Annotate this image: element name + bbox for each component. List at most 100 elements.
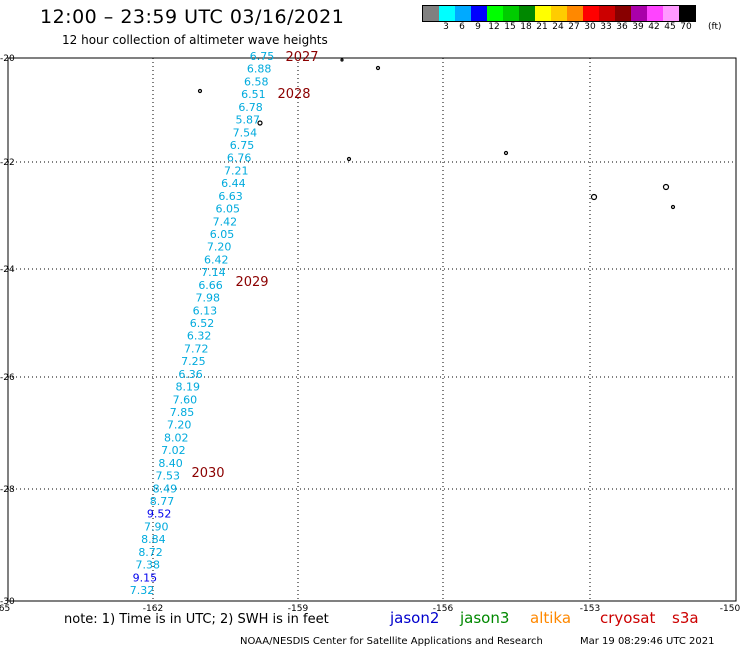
swh-value-label: 6.05: [210, 228, 235, 241]
legend-jason2: jason2: [390, 609, 440, 627]
swh-value-label: 7.14: [201, 266, 226, 279]
legend-jason3: jason3: [460, 609, 510, 627]
swh-value-label: 6.05: [215, 203, 240, 216]
legend-altika: altika: [530, 609, 572, 627]
color-legend-bar: [422, 5, 696, 22]
legend-swatch: [439, 6, 455, 21]
island-marker: [670, 204, 676, 210]
legend-label: 3: [443, 22, 449, 32]
swh-value-label: 7.90: [144, 520, 169, 533]
time-label: 2027: [285, 50, 318, 65]
swh-value-label: 6.52: [190, 317, 215, 330]
lat-tick-label: -20: [0, 54, 15, 64]
legend-label: 45: [664, 22, 676, 32]
swh-value-label: 6.75: [230, 139, 255, 152]
swh-value-label: 7.60: [173, 393, 198, 406]
map-frame: [7, 57, 737, 602]
legend-label: 18: [520, 22, 532, 32]
lon-tick-label: -159: [288, 604, 309, 614]
swh-value-label: 7.85: [170, 406, 195, 419]
swh-value-label: 6.78: [238, 101, 263, 114]
island-marker: [257, 120, 263, 126]
swh-value-label: 7.54: [233, 126, 258, 139]
swh-value-label: 8.40: [158, 457, 183, 470]
swh-value-label: 8.72: [138, 546, 163, 559]
swh-value-label: 6.75: [250, 50, 275, 63]
legend-swatch: [551, 6, 567, 21]
island-marker: [662, 183, 670, 191]
legend-swatch: [615, 6, 631, 21]
lon-tick-label: -150: [720, 604, 740, 614]
island-marker: [503, 150, 509, 156]
legend-swatch: [519, 6, 535, 21]
lat-tick-label: -24: [0, 265, 15, 275]
island-marker: [375, 65, 381, 71]
swh-value-label: 8.02: [164, 431, 189, 444]
legend-swatch: [535, 6, 551, 21]
lon-tick-label: -162: [143, 604, 163, 614]
map-subtitle: 12 hour collection of altimeter wave hei…: [62, 33, 328, 47]
credit-text: NOAA/NESDIS Center for Satellite Applica…: [240, 636, 543, 647]
legend-label: 9: [475, 22, 481, 32]
swh-value-label: 7.38: [135, 559, 160, 572]
legend-swatch: [503, 6, 519, 21]
lon-tick-label: -165: [0, 604, 10, 614]
lon-tick-label: -153: [580, 604, 600, 614]
legend-label: 36: [616, 22, 628, 32]
note-text: note: 1) Time is in UTC; 2) SWH is in fe…: [64, 612, 329, 627]
legend-label: 33: [600, 22, 612, 32]
swh-value-label: 6.13: [193, 304, 218, 317]
legend-label: 6: [459, 22, 465, 32]
swh-value-label: 7.20: [167, 419, 192, 432]
swh-value-label: 7.25: [181, 355, 206, 368]
timestamp-text: Mar 19 08:29:46 UTC 2021: [580, 636, 715, 647]
lat-tick-label: -30: [0, 597, 15, 607]
map-title: 12:00 – 23:59 UTC 03/16/2021: [40, 6, 345, 28]
swh-value-label: 6.76: [227, 152, 252, 165]
swh-value-label: 5.87: [235, 114, 260, 127]
time-label: 2028: [277, 87, 310, 102]
swh-value-label: 8.19: [175, 381, 200, 394]
island-marker: [197, 88, 203, 94]
legend-swatch: [567, 6, 583, 21]
swh-value-label: 9.15: [133, 571, 158, 584]
legend-swatch: [679, 6, 695, 21]
legend-label: 27: [568, 22, 580, 32]
swh-value-label: 7.42: [213, 215, 238, 228]
legend-swatch: [631, 6, 647, 21]
swh-value-label: 6.36: [178, 368, 203, 381]
legend-swatch: [647, 6, 663, 21]
lat-tick-label: -28: [0, 485, 15, 495]
swh-value-label: 9.52: [147, 508, 172, 521]
legend-label: 15: [504, 22, 516, 32]
swh-value-label: 6.58: [244, 75, 269, 88]
legend-label: 12: [488, 22, 500, 32]
legend-label: 42: [648, 22, 660, 32]
swh-value-label: 6.44: [221, 177, 246, 190]
legend-unit: (ft): [708, 22, 722, 32]
legend-swatch: [599, 6, 615, 21]
time-label: 2029: [235, 275, 268, 290]
swh-value-label: 7.21: [224, 164, 249, 177]
lon-tick-label: -156: [433, 604, 454, 614]
time-label: 2030: [191, 466, 224, 481]
swh-value-label: 6.51: [241, 88, 266, 101]
legend-label: 39: [632, 22, 644, 32]
island-marker: [590, 193, 598, 201]
swh-value-label: 7.72: [184, 342, 209, 355]
legend-s3a: s3a: [672, 609, 699, 627]
swh-value-label: 6.42: [204, 253, 229, 266]
island-marker: [340, 58, 344, 62]
lat-tick-label: -26: [0, 373, 15, 383]
swh-value-label: 8.77: [150, 495, 175, 508]
swh-value-label: 7.20: [207, 241, 232, 254]
legend-label: 24: [552, 22, 564, 32]
swh-value-label: 6.66: [198, 279, 223, 292]
swh-value-label: 6.88: [247, 63, 272, 76]
swh-value-label: 6.63: [218, 190, 243, 203]
swh-value-label: 6.32: [187, 330, 212, 343]
legend-label: 30: [584, 22, 596, 32]
legend-swatch: [455, 6, 471, 21]
legend-swatch: [583, 6, 599, 21]
